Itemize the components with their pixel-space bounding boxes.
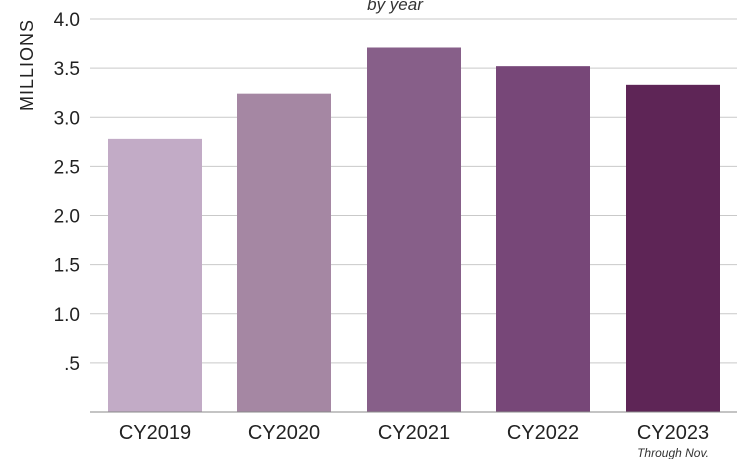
y-tick-label: 1.5 [54, 256, 80, 277]
y-tick-labels: .5 1.0 1.5 2.0 2.5 3.0 3.5 4.0 [54, 10, 80, 375]
bar-cy2021 [367, 47, 461, 413]
y-tick-label: 2.5 [54, 157, 80, 178]
bar-cy2022 [496, 66, 590, 412]
x-tick-label: CY2020 [248, 422, 320, 444]
x-tick-label: CY2021 [378, 422, 450, 444]
y-tick-label: .5 [64, 354, 80, 375]
y-tick-label: 3.0 [54, 108, 80, 129]
bars [108, 47, 720, 413]
x-tick-label: CY2023 [637, 422, 709, 444]
bar-cy2023 [626, 84, 720, 412]
y-tick-label: 2.0 [54, 207, 80, 228]
bar-cy2020 [237, 93, 331, 413]
y-tick-label: 3.5 [54, 59, 80, 80]
y-axis-label: MILLIONS [17, 19, 37, 111]
y-tick-label: 1.0 [54, 305, 80, 326]
bar-cy2019 [108, 138, 202, 413]
chart-subtitle: by year [367, 0, 424, 14]
x-tick-label: CY2022 [507, 422, 579, 444]
x-tick-labels: CY2019 CY2020 CY2021 CY2022 CY2023 Through No… [119, 422, 709, 459]
x-tick-label: CY2019 [119, 422, 191, 444]
x-tick-note: Through Nov. [637, 446, 709, 459]
y-tick-label: 4.0 [54, 10, 80, 31]
